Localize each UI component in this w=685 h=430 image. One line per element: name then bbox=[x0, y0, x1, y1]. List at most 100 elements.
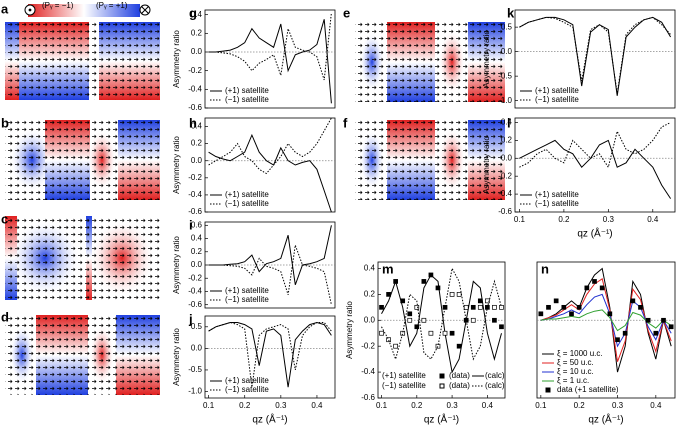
y-tick-label: 0.0 bbox=[364, 315, 376, 324]
y-tick-label: 0.0 bbox=[191, 260, 203, 269]
legend-label: (−1) satellite bbox=[535, 199, 579, 208]
y-tick-label: -0.5 bbox=[498, 71, 512, 80]
legend-label: ξ = 1 u.c. bbox=[557, 376, 589, 385]
x-axis-label: qz (Å⁻¹) bbox=[252, 413, 287, 426]
y-tick-label: 0.2 bbox=[501, 135, 513, 144]
series-line bbox=[381, 267, 502, 361]
x-tick-label: 0.4 bbox=[650, 401, 662, 410]
y-tick-label: -0.2 bbox=[188, 66, 202, 75]
marker bbox=[393, 343, 398, 349]
legend-marker bbox=[545, 387, 551, 393]
y-axis-label: Asymmetry ratio bbox=[172, 30, 181, 88]
marker bbox=[499, 304, 504, 310]
series-line bbox=[208, 117, 332, 175]
plot-frame bbox=[204, 117, 336, 213]
marker bbox=[492, 304, 497, 310]
y-tick-label: 0.4 bbox=[191, 234, 203, 243]
y-tick-label: -0.2 bbox=[188, 273, 202, 282]
marker bbox=[553, 298, 559, 304]
marker bbox=[470, 317, 476, 323]
x-tick-label: 0.4 bbox=[311, 401, 323, 410]
y-tick-label: 0.0 bbox=[191, 47, 203, 56]
y-tick-label: -0.4 bbox=[188, 287, 202, 296]
marker bbox=[538, 311, 544, 317]
y-tick-label: -0.6 bbox=[188, 207, 202, 216]
legend-label: (data) bbox=[449, 381, 470, 390]
marker bbox=[630, 298, 636, 304]
marker bbox=[407, 311, 413, 317]
y-tick-label: -0.4 bbox=[188, 84, 202, 93]
x-tick-label: 0.3 bbox=[447, 401, 459, 410]
colorbar-label: (Pᵧ = +1) bbox=[96, 1, 128, 10]
legend-label: (calc) bbox=[485, 381, 505, 390]
x-tick-label: 0.1 bbox=[203, 401, 215, 410]
colorbar: (Pᵧ = −1) (Pᵧ = +1) bbox=[24, 1, 151, 17]
x-tick-label: 0.4 bbox=[647, 215, 659, 224]
y-tick-label: 0.5 bbox=[501, 22, 513, 31]
y-tick-label: -0.4 bbox=[188, 190, 202, 199]
marker bbox=[456, 343, 462, 349]
series-line bbox=[519, 16, 672, 96]
legend-label: (data) bbox=[449, 371, 470, 380]
spin-maps bbox=[5, 22, 505, 395]
marker bbox=[622, 330, 628, 336]
marker bbox=[379, 330, 384, 336]
y-tick-label: 0.0 bbox=[191, 343, 203, 352]
marker bbox=[463, 304, 469, 310]
series-line bbox=[519, 16, 671, 94]
series-line bbox=[540, 277, 672, 362]
legend-label: ξ = 50 u.c. bbox=[557, 358, 594, 367]
panel-letter: m bbox=[382, 261, 394, 276]
legend-label: (+1) satellite bbox=[225, 286, 269, 295]
legend-label: data (+1 satellite) bbox=[557, 385, 619, 394]
x-axis-label: qz (Å⁻¹) bbox=[588, 413, 623, 426]
legend-label: (−1) satellite bbox=[225, 95, 269, 104]
x-tick-label: 0.3 bbox=[612, 401, 624, 410]
y-axis-label: Asymmetry ratio bbox=[482, 30, 491, 88]
marker bbox=[456, 292, 462, 297]
colorbar-label: (Pᵧ = −1) bbox=[42, 1, 74, 10]
y-tick-label: 0.2 bbox=[191, 247, 203, 256]
y-tick-label: 0.0 bbox=[501, 47, 513, 56]
y-tick-label: -1.0 bbox=[188, 387, 202, 396]
legend-label: (+1) satellite bbox=[225, 376, 269, 385]
marker bbox=[435, 285, 441, 291]
y-tick-label: -0.6 bbox=[498, 207, 512, 216]
marker bbox=[442, 330, 448, 336]
legend-label: (−1) satellite bbox=[225, 199, 269, 208]
y-axis-label: Asymmetry ratio bbox=[172, 328, 181, 386]
marker bbox=[561, 304, 567, 310]
plot-frame bbox=[514, 117, 676, 213]
marker bbox=[386, 337, 391, 343]
x-tick-label: 0.1 bbox=[535, 401, 547, 410]
legend-label: (+1) satellite bbox=[535, 190, 579, 199]
y-axis-label: Asymmetry ratio bbox=[482, 136, 491, 194]
y-tick-label: -0.6 bbox=[188, 103, 202, 112]
y-tick-label: 0.2 bbox=[191, 28, 203, 37]
marker bbox=[499, 324, 504, 330]
y-tick-label: 0.5 bbox=[191, 322, 203, 331]
y-tick-label: -1.0 bbox=[498, 96, 512, 105]
legend-label: (−1) satellite bbox=[225, 295, 269, 304]
marker bbox=[607, 311, 613, 317]
panel-letter: d bbox=[1, 309, 9, 324]
series-line bbox=[519, 139, 672, 199]
legend-label: (+1) satellite bbox=[225, 86, 269, 95]
marker bbox=[615, 337, 620, 343]
x-tick-label: 0.2 bbox=[411, 401, 423, 410]
marker bbox=[645, 317, 651, 323]
legend-label: (+1) satellite bbox=[225, 190, 269, 199]
panel-letter: h bbox=[189, 115, 197, 130]
y-tick-label: 0.4 bbox=[364, 264, 376, 273]
series-line bbox=[208, 19, 332, 104]
x-tick-label: 0.3 bbox=[275, 401, 287, 410]
legend-label: ξ = 10 u.c. bbox=[557, 367, 594, 376]
y-tick-label: 0.0 bbox=[501, 153, 513, 162]
marker bbox=[421, 279, 427, 284]
panel-letter: a bbox=[1, 1, 9, 16]
x-tick-label: 0.2 bbox=[574, 401, 586, 410]
y-axis-label: Asymmetry ratio bbox=[345, 301, 354, 359]
legend-marker bbox=[439, 373, 445, 379]
series-line bbox=[208, 12, 332, 81]
